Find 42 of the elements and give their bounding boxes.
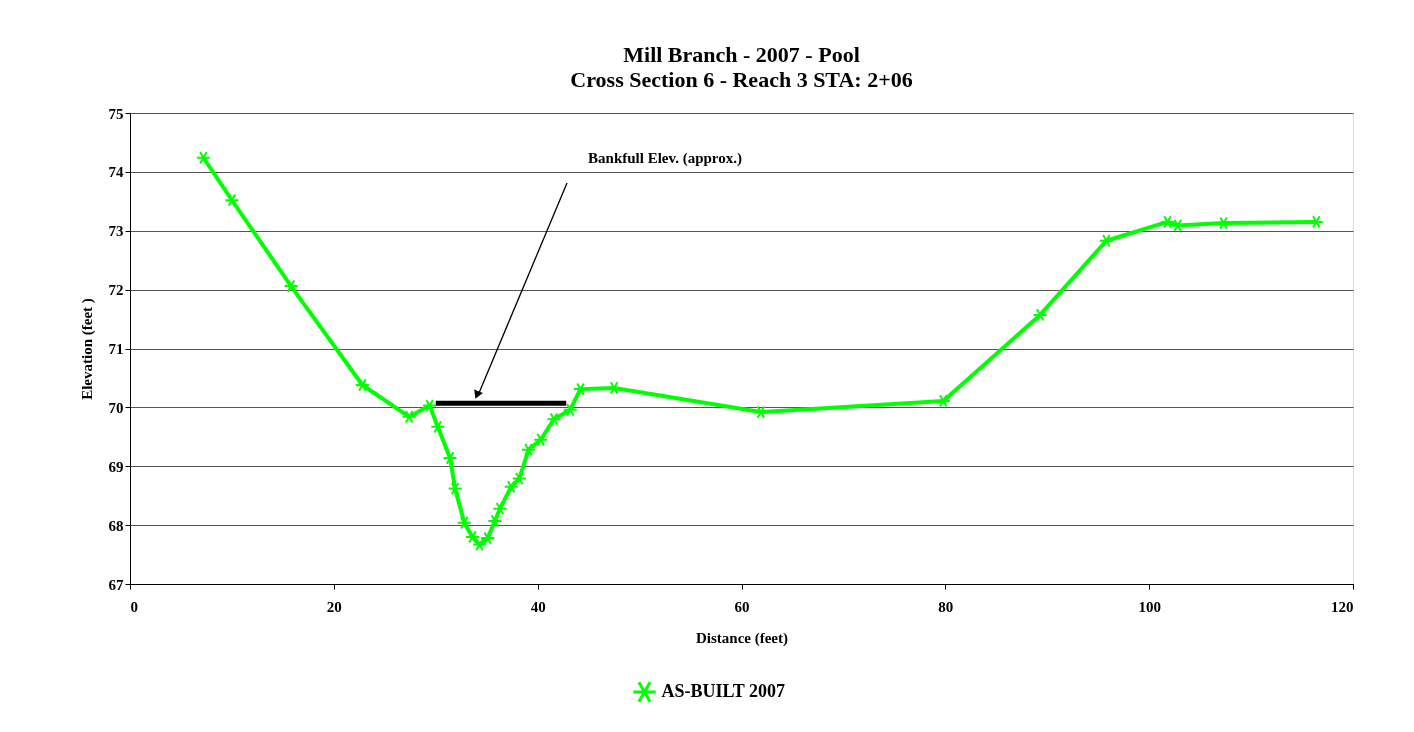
y-tick-label: 75 [108, 105, 124, 122]
point [562, 403, 578, 417]
point [492, 501, 508, 516]
legend-label: AS-BUILT 2007 [661, 681, 786, 701]
y-tick-label: 71 [108, 341, 124, 357]
y-tick-label: 74 [108, 164, 124, 181]
x-axis-title: Distance (feet) [695, 629, 789, 647]
point [447, 481, 463, 496]
point [1159, 215, 1176, 229]
point [546, 412, 562, 426]
point [487, 514, 503, 528]
y-tick-label: 73 [108, 223, 124, 240]
x-tick-label: 0 [130, 598, 138, 615]
point [533, 433, 549, 447]
point [224, 193, 240, 207]
annotation: Bankfull Elev. (approx.) [588, 150, 742, 167]
point [442, 451, 458, 465]
x-tick-label: 100 [1138, 598, 1161, 615]
x-tick-label: 40 [530, 598, 546, 615]
chart-subtitle: Cross Section 6 - Reach 3 STA: 2+06 [570, 67, 913, 92]
point [354, 378, 370, 392]
x-tick-label: 20 [326, 598, 342, 615]
y-tick-label: 68 [108, 517, 124, 534]
point [401, 410, 417, 424]
y-tick-label: 69 [108, 458, 124, 475]
y-tick-label: 72 [108, 282, 124, 299]
point [1098, 234, 1114, 248]
point [456, 516, 472, 530]
x-tick-label: 60 [734, 598, 750, 615]
point [195, 151, 211, 165]
chart-title: Mill Branch - 2007 - Pool [623, 42, 860, 67]
point [520, 443, 537, 457]
y-tick-label: 70 [108, 399, 124, 416]
x-tick-label: 120 [1331, 598, 1354, 615]
point [1032, 308, 1048, 322]
point [464, 530, 480, 544]
y-tick-label: 67 [108, 576, 124, 593]
y-axis-title: Elevation (feet ) [78, 298, 96, 400]
point [430, 420, 446, 434]
point [422, 398, 438, 413]
x-tick-label: 80 [938, 598, 954, 615]
point [283, 279, 299, 293]
